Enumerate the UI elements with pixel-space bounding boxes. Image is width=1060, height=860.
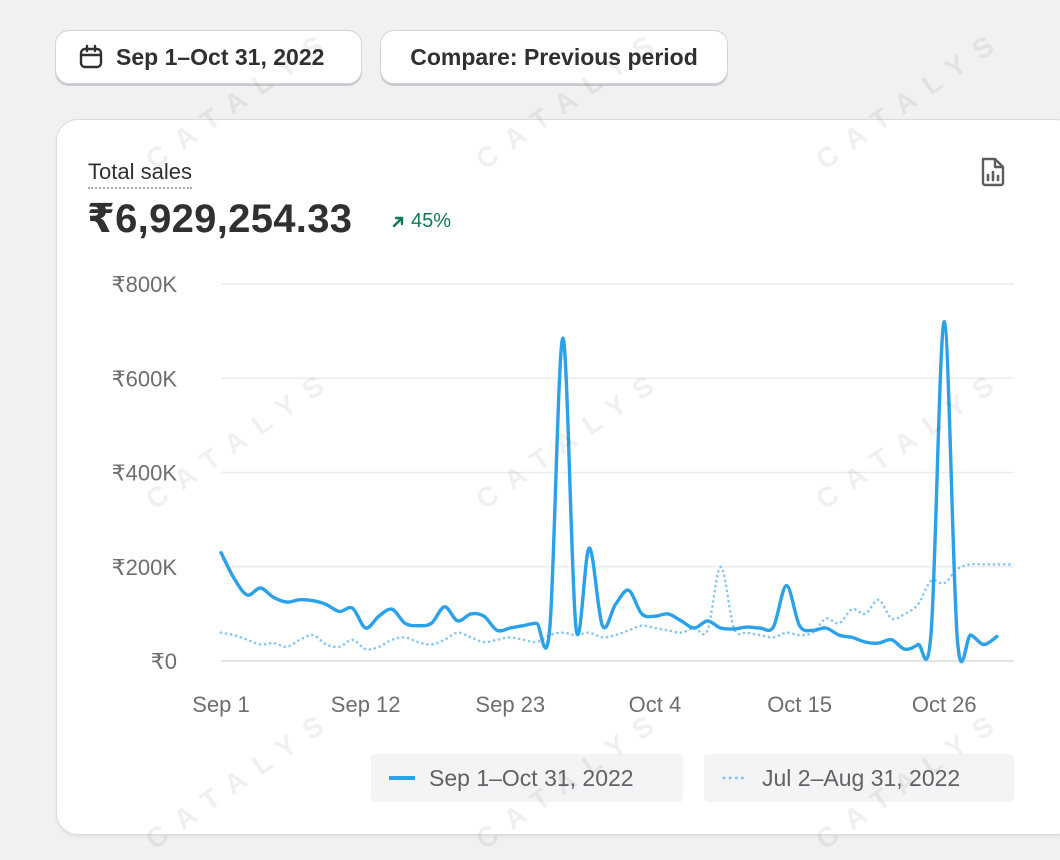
compare-period-button[interactable]: Compare: Previous period [380, 30, 728, 84]
y-tick-label: ₹0 [151, 649, 177, 674]
legend-solid-swatch [389, 776, 415, 780]
date-range-label: Sep 1–Oct 31, 2022 [116, 43, 325, 70]
x-tick-label: Oct 26 [912, 692, 977, 717]
y-tick-label: ₹800K [112, 272, 178, 297]
metric-delta: 45% [391, 210, 451, 233]
total-sales-card: Total sales ₹6,929,254.33 45% ₹0 ₹200K ₹40… [56, 119, 1060, 835]
series-line-previous[interactable] [219, 562, 1012, 651]
x-tick-label: Oct 15 [767, 692, 832, 717]
legend-dotted-swatch [722, 776, 748, 780]
sales-line-chart: ₹0 ₹200K ₹400K ₹600K ₹800K Sep 1 Sep 12 Sep 23… [112, 272, 1014, 717]
metric-delta-value: 45% [411, 210, 452, 232]
x-tick-label: Oct 4 [629, 692, 682, 717]
x-tick-label: Sep 23 [475, 692, 545, 717]
legend-item-current[interactable]: Sep 1–Oct 31, 2022 [371, 754, 683, 802]
x-tick-label: Sep 12 [331, 692, 401, 717]
compare-label: Compare: Previous period [410, 43, 698, 70]
metric-value: ₹6,929,254.33 [87, 197, 353, 241]
legend-label-previous: Jul 2–Aug 31, 2022 [762, 764, 961, 791]
legend-item-previous[interactable]: Jul 2–Aug 31, 2022 [704, 754, 1014, 802]
export-report-icon[interactable] [978, 156, 1008, 193]
y-tick-label: ₹600K [112, 366, 178, 391]
x-tick-label: Sep 1 [192, 692, 250, 717]
metric-label[interactable]: Total sales [88, 159, 192, 189]
date-range-picker[interactable]: Sep 1–Oct 31, 2022 [55, 30, 362, 84]
series-line-current[interactable] [219, 319, 999, 664]
y-tick-label: ₹400K [112, 461, 178, 486]
legend-label-current: Sep 1–Oct 31, 2022 [429, 764, 634, 791]
arrow-up-right-icon [392, 216, 404, 227]
calendar-icon [78, 44, 104, 70]
y-tick-label: ₹200K [112, 555, 178, 580]
